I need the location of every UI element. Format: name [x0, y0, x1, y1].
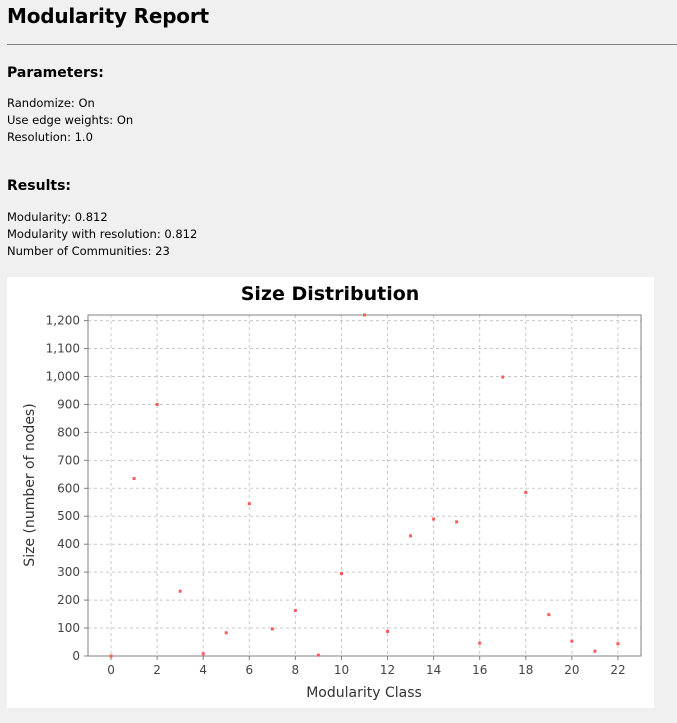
- plot-area: [87, 314, 642, 657]
- page-title: Modularity Report: [7, 4, 209, 28]
- param-randomize: Randomize: On: [7, 96, 95, 110]
- data-point: [339, 572, 343, 576]
- data-point: [155, 402, 159, 406]
- axis-ticks: 0 2 4 6 8 10 12 14 16 18 20 22 0 100 200 300 400 500 600 70…: [46, 314, 626, 677]
- data-point: [432, 517, 436, 521]
- y-tick-label: 800: [57, 425, 80, 439]
- x-tick-label: 4: [199, 663, 207, 677]
- chart-title: Size Distribution: [241, 283, 420, 305]
- size-distribution-chart: Size Distribution 0 2 4 6 8 10 12 14 16 18 20 22 0 10…: [7, 277, 654, 708]
- data-point: [132, 477, 136, 481]
- x-tick-label: 0: [107, 663, 115, 677]
- x-tick-label: 20: [564, 663, 579, 677]
- data-point: [363, 313, 366, 317]
- x-tick-label: 6: [245, 663, 253, 677]
- data-point: [478, 641, 482, 645]
- y-tick-label: 300: [57, 565, 80, 579]
- data-point: [455, 520, 459, 524]
- y-tick-label: 500: [57, 509, 80, 523]
- y-tick-label: 400: [57, 537, 80, 551]
- y-tick-label: 700: [57, 453, 80, 467]
- data-points: [109, 313, 620, 658]
- x-tick-label: 12: [380, 663, 395, 677]
- y-tick-label: 200: [57, 593, 80, 607]
- y-tick-label: 600: [57, 481, 80, 495]
- chart-svg: Size Distribution 0 2 4 6 8 10 12 14 16 18 20 22 0 10…: [22, 283, 642, 701]
- data-point: [109, 654, 113, 658]
- x-tick-label: 14: [426, 663, 441, 677]
- y-axis-label: Size (number of nodes): [22, 403, 38, 566]
- x-tick-label: 8: [292, 663, 300, 677]
- data-point: [593, 649, 597, 653]
- x-tick-label: 2: [153, 663, 161, 677]
- y-tick-label: 100: [57, 621, 80, 635]
- y-tick-label: 1,000: [46, 369, 80, 383]
- y-tick-label: 900: [57, 397, 80, 411]
- data-point: [293, 608, 297, 612]
- param-resolution: Resolution: 1.0: [7, 130, 93, 144]
- data-point: [270, 627, 274, 631]
- title-divider: [7, 44, 677, 45]
- data-point: [247, 502, 251, 506]
- results-heading: Results:: [7, 178, 71, 194]
- y-tick-label: 1,200: [46, 314, 80, 328]
- x-axis-label: Modularity Class: [306, 685, 422, 701]
- data-point: [616, 642, 620, 646]
- x-tick-label: 10: [334, 663, 349, 677]
- x-tick-label: 22: [610, 663, 625, 677]
- x-tick-label: 16: [472, 663, 487, 677]
- data-point: [316, 653, 320, 657]
- y-tick-label: 1,100: [46, 342, 80, 356]
- result-modularity-resolution: Modularity with resolution: 0.812: [7, 227, 198, 241]
- data-point: [201, 652, 205, 656]
- y-tick-label: 0: [72, 649, 80, 663]
- parameters-heading: Parameters:: [7, 65, 104, 81]
- result-communities: Number of Communities: 23: [7, 244, 170, 258]
- data-point: [570, 639, 574, 643]
- result-modularity: Modularity: 0.812: [7, 210, 108, 224]
- data-point: [524, 490, 528, 494]
- data-point: [501, 375, 505, 379]
- data-point: [386, 629, 390, 633]
- x-tick-label: 18: [518, 663, 533, 677]
- data-point: [409, 534, 413, 538]
- param-edge-weights: Use edge weights: On: [7, 113, 134, 127]
- grid-lines: [88, 315, 641, 657]
- data-point: [547, 613, 551, 617]
- data-point: [224, 631, 228, 635]
- data-point: [178, 589, 182, 593]
